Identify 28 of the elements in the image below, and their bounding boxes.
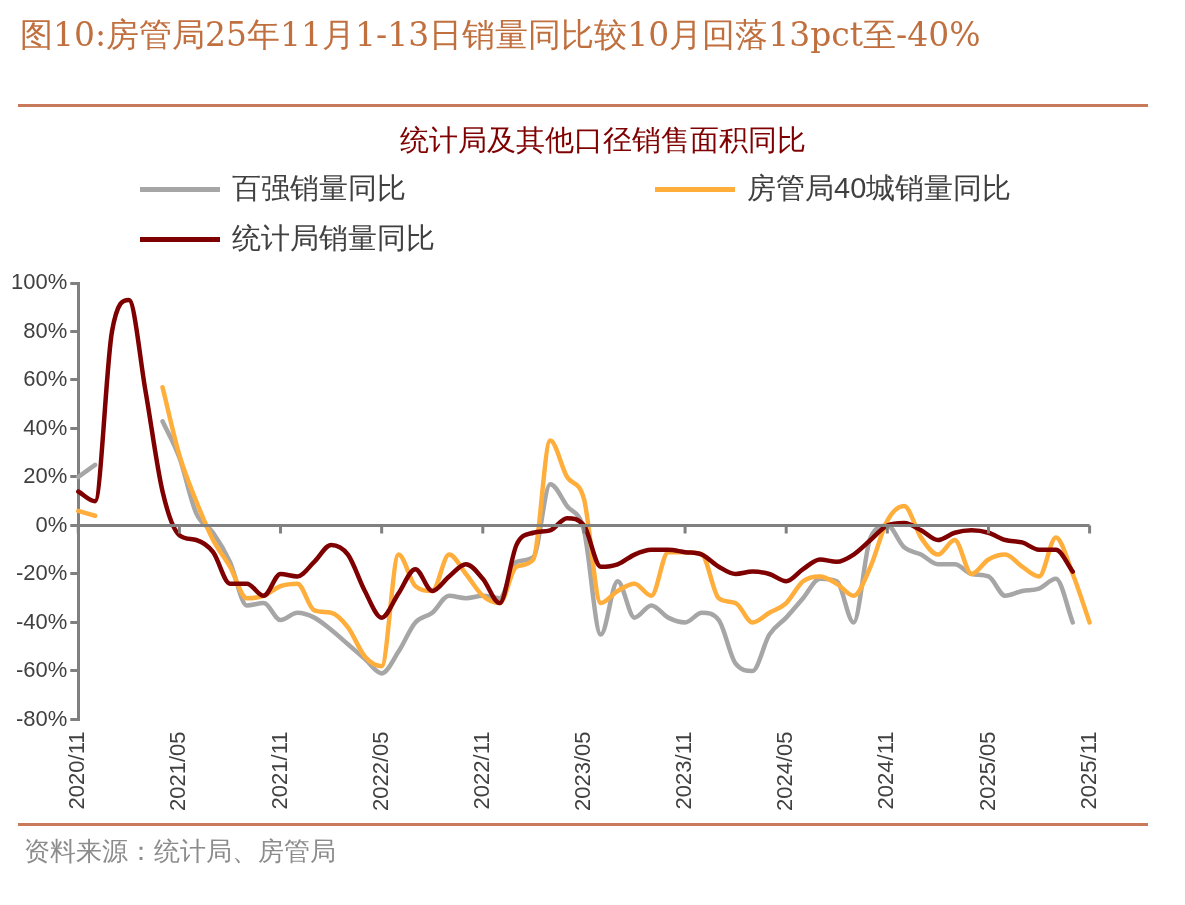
x-tick-label: 2021/11 <box>266 731 292 810</box>
y-tick-label: -40% <box>15 608 68 634</box>
x-tick-label: 2020/11 <box>64 731 90 810</box>
y-tick-label: 60% <box>23 366 68 392</box>
line-series <box>76 297 1075 620</box>
x-tick-label: 2024/05 <box>772 731 798 812</box>
y-tick-label: 100% <box>10 269 68 295</box>
y-tick-label: 20% <box>23 463 68 489</box>
legend-label: 统计局销量同比 <box>232 221 435 256</box>
x-tick-label: 2021/05 <box>165 731 191 812</box>
y-tick-label: -60% <box>15 657 68 683</box>
x-tick-label: 2025/05 <box>974 731 1000 812</box>
y-tick-label: 80% <box>23 317 68 343</box>
x-tick-label: 2022/11 <box>468 731 494 810</box>
x-tick-label: 2023/05 <box>570 731 595 812</box>
legend-label: 房管局40城销量同比 <box>747 171 1012 206</box>
x-tick-label: 2025/11 <box>1075 731 1101 810</box>
legend-label: 百强销量同比 <box>232 171 406 206</box>
x-tick-label: 2022/05 <box>367 731 393 812</box>
chart-title: 图10:房管局25年11月1-13日销量同比较10月回落13pct至-40% <box>19 14 982 56</box>
x-tick-label: 2024/11 <box>873 731 899 810</box>
text: 资料来源：统计局、房管局 <box>23 835 337 868</box>
y-tick-label: -20% <box>15 560 68 586</box>
x-tick-label: 2023/11 <box>671 731 697 810</box>
y-tick-label: 0% <box>35 511 68 537</box>
chart-subtitle: 统计局及其他口径销售面积同比 <box>399 122 807 159</box>
y-tick-label: 40% <box>23 414 68 440</box>
y-tick-label: -80% <box>15 705 68 731</box>
